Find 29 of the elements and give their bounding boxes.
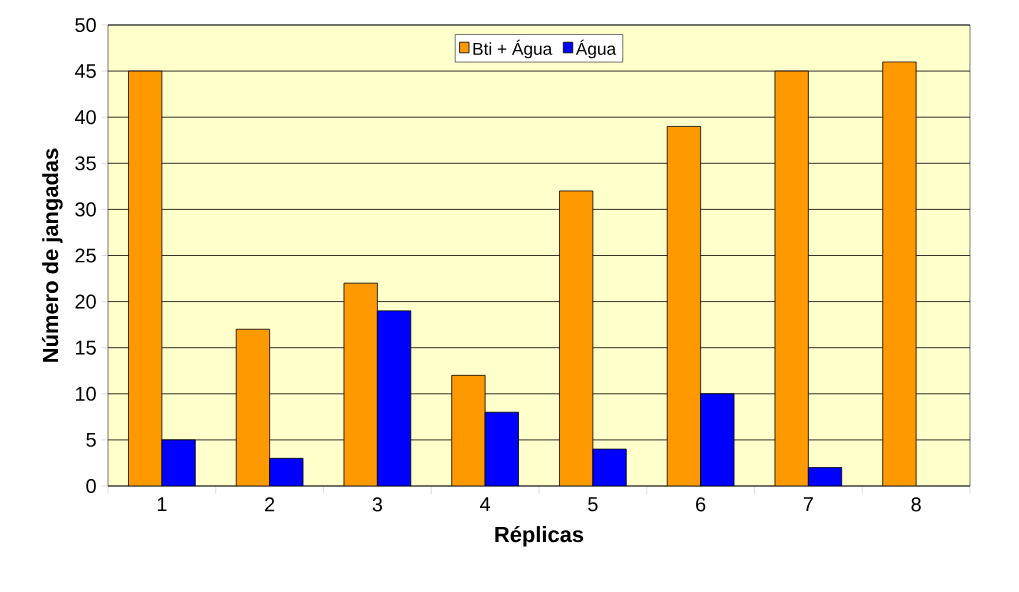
bar <box>269 457 304 486</box>
x-tick-label: 5 <box>588 497 598 512</box>
y-tick-label: 35 <box>75 156 96 171</box>
x-tick-label: 7 <box>803 497 813 512</box>
bar <box>376 310 412 486</box>
y-tick-label: 25 <box>75 248 96 263</box>
y-tick-label: 45 <box>74 64 96 79</box>
bar <box>484 411 519 486</box>
y-tick-label: 0 <box>86 478 96 494</box>
bar <box>592 448 627 486</box>
x-axis-title: Réplicas <box>495 525 584 547</box>
x-tick-label: 1 <box>157 497 167 512</box>
y-tick-label: 30 <box>75 202 96 217</box>
y-tick-label: 15 <box>76 340 96 355</box>
x-tick-label: 8 <box>911 497 921 512</box>
bar <box>700 393 735 486</box>
x-tick-label: 6 <box>696 497 706 512</box>
y-tick-label: 40 <box>74 110 96 125</box>
legend-label: Água <box>575 39 617 59</box>
y-tick-label: 5 <box>86 432 96 447</box>
x-tick-label: 3 <box>372 497 383 512</box>
y-axis-title: Número de jangadas <box>41 148 63 362</box>
bar <box>161 439 196 486</box>
x-tick-label: 4 <box>480 497 491 512</box>
y-tick-label: 10 <box>76 386 96 401</box>
y-tick-label: 20 <box>75 294 96 309</box>
y-tick-label: 50 <box>75 17 96 33</box>
x-tick-label: 2 <box>265 497 275 512</box>
legend-label: Bti + Água <box>473 39 553 59</box>
